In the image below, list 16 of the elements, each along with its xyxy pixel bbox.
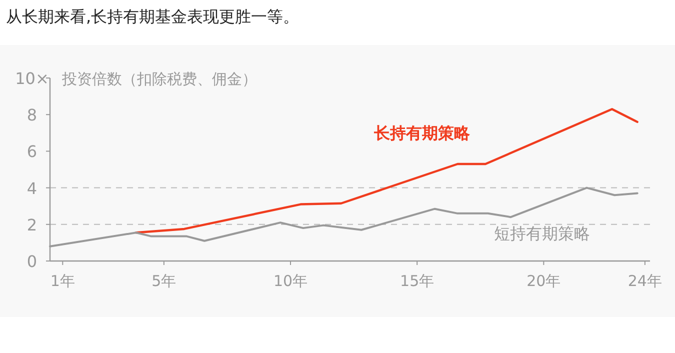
chart-title: 从长期来看,长持有期基金表现更胜一等。 (6, 7, 300, 26)
y-tick-label: 10× (15, 69, 49, 88)
y-tick-label: 6 (26, 142, 38, 162)
x-tick-label: 15年 (400, 272, 434, 290)
y-axis-title: 投资倍数（扣除税费、佣金） (61, 70, 257, 88)
series-label: 长持有期策略 (373, 123, 471, 142)
x-tick-label: 5年 (152, 272, 176, 290)
x-tick-label: 20年 (526, 272, 561, 290)
series-label: 短持有期策略 (494, 224, 590, 244)
x-tick-label: 1年 (50, 272, 75, 290)
x-tick-label: 10年 (273, 272, 308, 290)
y-tick-label: 0 (26, 252, 38, 271)
y-tick-label: 8 (26, 106, 38, 125)
y-tick-label: 2 (26, 215, 38, 234)
y-tick-label: 4 (26, 178, 38, 198)
x-tick-label: 24年 (628, 272, 662, 290)
